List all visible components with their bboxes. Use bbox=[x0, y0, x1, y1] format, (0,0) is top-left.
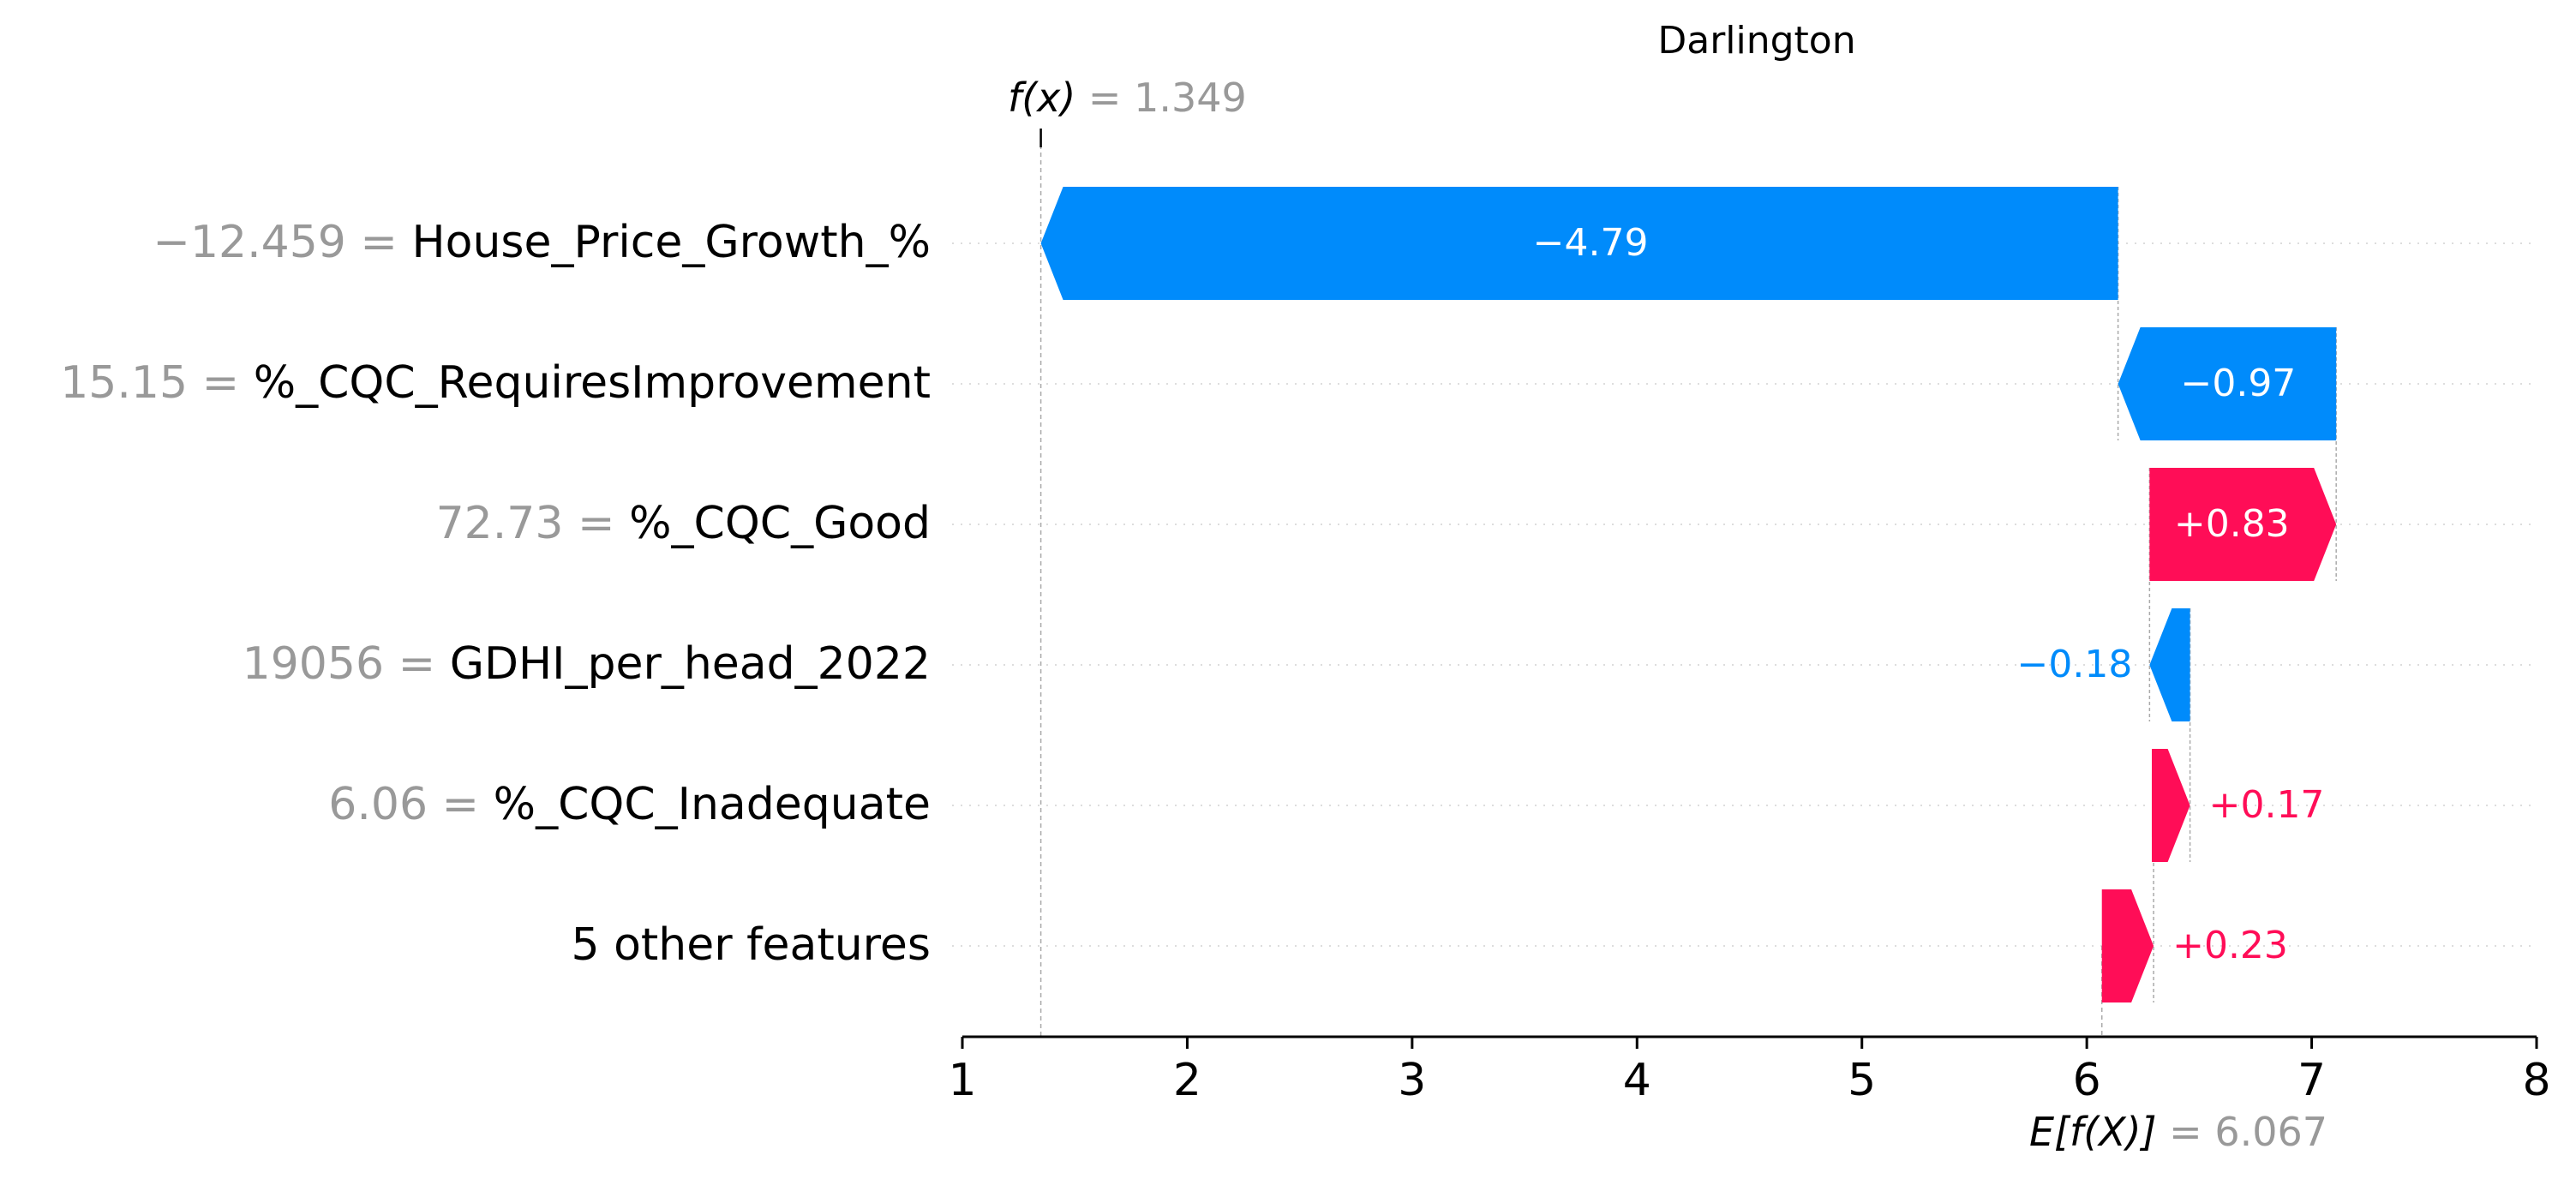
x-tick-label: 5 bbox=[1848, 1055, 1876, 1106]
feature-name: %_CQC_Inadequate bbox=[494, 779, 931, 830]
bar-value-label: +0.83 bbox=[2174, 502, 2290, 546]
fx-label: f(x) bbox=[1008, 75, 1075, 121]
base-label: E[f(X)] bbox=[2029, 1109, 2157, 1155]
feature-name: %_CQC_Good bbox=[629, 498, 931, 549]
feature-label: 72.73 = %_CQC_Good bbox=[436, 498, 931, 549]
waterfall-bar bbox=[2118, 327, 2337, 440]
annotations: f(x) = 1.349 E[f(X)] = 6.067 bbox=[1008, 75, 2327, 1155]
waterfall-bar bbox=[2151, 749, 2190, 862]
bar-value-label: −4.79 bbox=[1533, 221, 1649, 265]
feature-name: GDHI_per_head_2022 bbox=[450, 638, 931, 690]
feature-label: 6.06 = %_CQC_Inadequate bbox=[328, 779, 931, 830]
feature-value: 72.73 bbox=[436, 498, 564, 549]
x-tick-label: 1 bbox=[948, 1055, 976, 1106]
x-tick-label: 3 bbox=[1398, 1055, 1426, 1106]
feature-label: 19056 = GDHI_per_head_2022 bbox=[243, 638, 931, 690]
x-tick-label: 6 bbox=[2073, 1055, 2101, 1106]
feature-value: 6.06 bbox=[328, 779, 428, 830]
chart-title: Darlington bbox=[1657, 19, 1855, 63]
x-tick-label: 2 bbox=[1173, 1055, 1201, 1106]
waterfall-bar bbox=[2149, 608, 2190, 721]
feature-name: %_CQC_RequiresImprovement bbox=[254, 357, 931, 409]
bar-value-label: −0.18 bbox=[2017, 643, 2133, 686]
feature-value: 19056 bbox=[243, 638, 384, 690]
bar-value-label: −0.97 bbox=[2180, 362, 2296, 405]
bar-value-label: +0.17 bbox=[2209, 783, 2325, 827]
base-value: 6.067 bbox=[2214, 1109, 2327, 1155]
feature-label: 15.15 = %_CQC_RequiresImprovement bbox=[60, 357, 931, 409]
feature-value: −12.459 bbox=[153, 217, 346, 268]
feature-labels: −12.459 = House_Price_Growth_% 15.15 = %_… bbox=[60, 217, 931, 971]
x-tick-label: 8 bbox=[2522, 1055, 2550, 1106]
feature-name: 5 other features bbox=[571, 919, 931, 971]
bar-value-label: +0.23 bbox=[2172, 924, 2288, 967]
feature-label: 5 other features bbox=[571, 919, 931, 971]
bars: −4.79 −0.97 +0.83 −0.18 +0.17 +0.23 bbox=[1040, 187, 2337, 1002]
waterfall-bar bbox=[1040, 187, 2118, 300]
feature-value: 15.15 bbox=[60, 357, 188, 409]
feature-name: House_Price_Growth_% bbox=[412, 217, 931, 268]
waterfall-bar bbox=[2101, 889, 2154, 1002]
waterfall-bar bbox=[2149, 468, 2337, 581]
base-value-annotation: E[f(X)] = 6.067 bbox=[2029, 1109, 2327, 1155]
feature-label: −12.459 = House_Price_Growth_% bbox=[153, 217, 931, 268]
x-axis: 1 2 3 4 5 6 7 8 bbox=[948, 1035, 2551, 1106]
fx-annotation: f(x) = 1.349 bbox=[1008, 75, 1247, 121]
x-tick-label: 4 bbox=[1623, 1055, 1651, 1106]
fx-value: 1.349 bbox=[1134, 75, 1247, 121]
x-tick-label: 7 bbox=[2297, 1055, 2326, 1106]
